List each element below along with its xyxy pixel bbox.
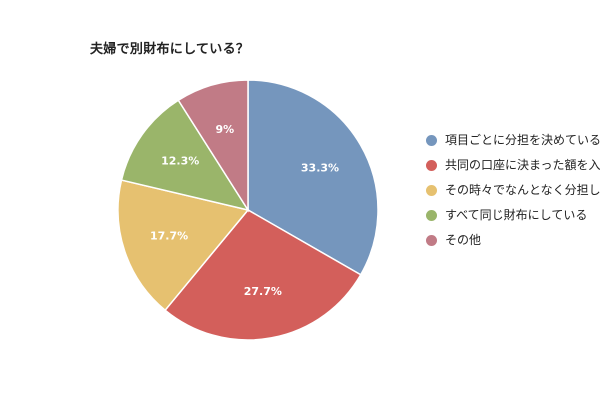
chart-legend: 項目ごとに分担を決めている共同の口座に決まった額を入れて管理しているその時々でな… bbox=[426, 132, 600, 257]
slice-data-label-2: 27.7% bbox=[244, 285, 282, 298]
slice-data-label-1: 33.3% bbox=[301, 161, 339, 174]
legend-label: 共同の口座に決まった額を入れて管理している bbox=[445, 158, 600, 172]
legend-swatch bbox=[426, 235, 437, 246]
legend-swatch bbox=[426, 210, 437, 221]
legend-swatch bbox=[426, 185, 437, 196]
legend-item-3: その時々でなんとなく分担している bbox=[426, 182, 600, 199]
pie-slice-5 bbox=[177, 79, 249, 213]
chart-title: 夫婦で別財布にしている？ bbox=[90, 42, 250, 57]
pie-slice-1 bbox=[247, 79, 379, 276]
legend-label: その時々でなんとなく分担している bbox=[445, 183, 600, 197]
legend-item-4: すべて同じ財布にしている bbox=[426, 207, 600, 224]
legend-item-5: その他 bbox=[426, 232, 600, 249]
legend-label: 項目ごとに分担を決めている bbox=[445, 133, 600, 147]
pie-slice-3 bbox=[117, 179, 250, 312]
legend-item-1: 項目ごとに分担を決めている bbox=[426, 132, 600, 149]
legend-swatch bbox=[426, 135, 437, 146]
legend-swatch bbox=[426, 160, 437, 171]
slice-data-label-5: 9% bbox=[215, 123, 234, 136]
pie-slice-4 bbox=[120, 99, 250, 212]
slice-data-label-3: 17.7% bbox=[150, 230, 188, 243]
pie-slice-2 bbox=[164, 209, 362, 341]
slice-data-label-4: 12.3% bbox=[161, 155, 199, 168]
legend-label: その他 bbox=[445, 233, 482, 247]
legend-item-2: 共同の口座に決まった額を入れて管理している bbox=[426, 157, 600, 174]
legend-label: すべて同じ財布にしている bbox=[445, 208, 588, 222]
